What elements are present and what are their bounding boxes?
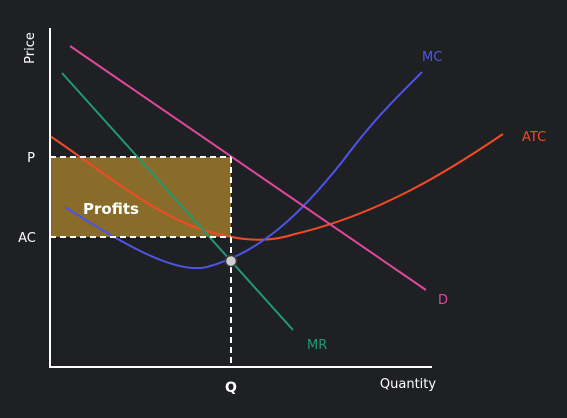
x-tick-quantity: Q (225, 380, 237, 396)
demand-label: D (438, 293, 448, 308)
mr-label: MR (307, 338, 327, 353)
mc-curve (64, 71, 423, 270)
atc-curve (49, 133, 504, 241)
profits-area (50, 157, 231, 237)
x-axis-label: Quantity (380, 377, 436, 392)
y-tick-ac: AC (18, 231, 36, 246)
mc-mr-intersection-point (224, 254, 238, 268)
y-tick-price: P (27, 151, 35, 166)
atc-label: ATC (522, 130, 546, 145)
mr-curve (61, 72, 294, 331)
demand-curve (69, 45, 427, 291)
profits-label: Profits (83, 200, 139, 218)
mc-label: MC (422, 50, 442, 65)
y-axis-label: Price (23, 32, 38, 64)
